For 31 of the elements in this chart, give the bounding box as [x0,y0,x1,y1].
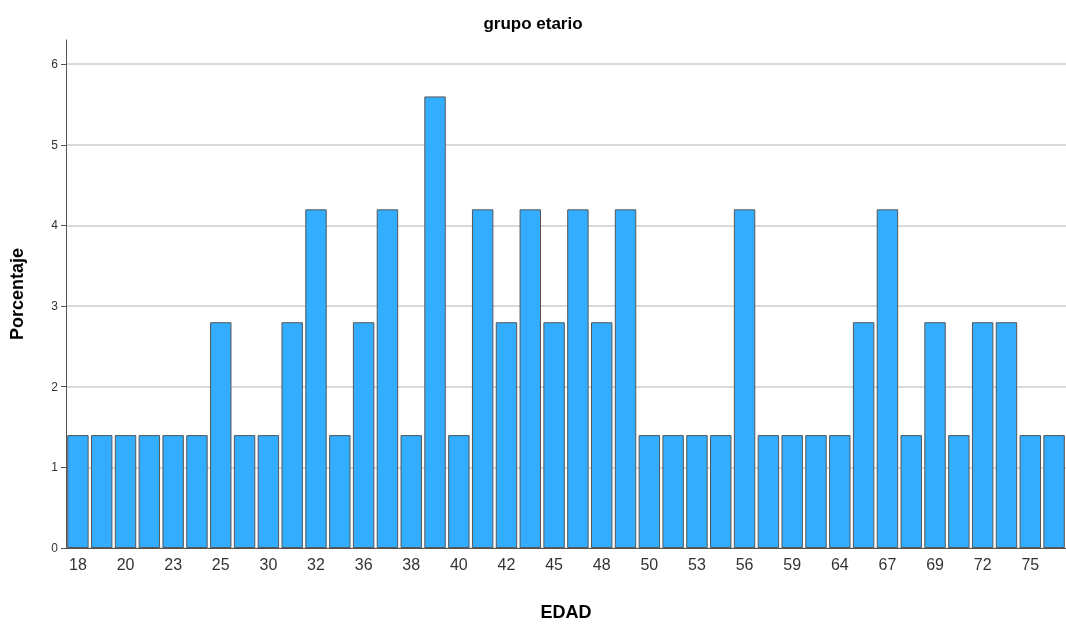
chart-title: grupo etario [483,14,583,33]
x-tick-label: 53 [688,555,706,573]
y-tick-label: 3 [51,299,59,314]
x-tick-label: 75 [1021,555,1040,573]
x-tick-label: 48 [592,555,611,573]
x-tick-label: 45 [545,555,564,573]
y-tick-label: 4 [51,218,59,233]
y-tick-label: 1 [51,460,59,475]
y-axis-title: Porcentaje [7,247,27,341]
y-tick-label: 5 [51,137,59,152]
x-tick-label: 69 [926,555,945,573]
x-tick-label: 18 [69,555,87,573]
x-tick-label: 32 [307,555,325,573]
x-tick-label: 25 [211,555,230,573]
x-tick-label: 38 [402,555,421,573]
y-tick-label: 6 [51,57,59,72]
x-tick-label: 30 [259,555,278,573]
x-tick-label: 67 [878,555,897,573]
x-tick-label: 72 [973,555,992,573]
x-tick-label: 36 [354,555,373,573]
x-tick-label: 64 [830,555,849,573]
y-tick-label: 2 [51,379,59,394]
x-tick-label: 56 [735,555,754,573]
x-tick-label: 42 [497,555,516,573]
x-tick-label: 40 [449,555,468,573]
x-tick-label: 59 [783,555,802,573]
x-tick-label: 23 [164,555,183,573]
x-tick-label: 20 [116,555,135,573]
x-axis-title: EDAD [540,602,592,622]
y-tick-label: 0 [51,541,59,555]
x-tick-label: 50 [640,555,659,573]
